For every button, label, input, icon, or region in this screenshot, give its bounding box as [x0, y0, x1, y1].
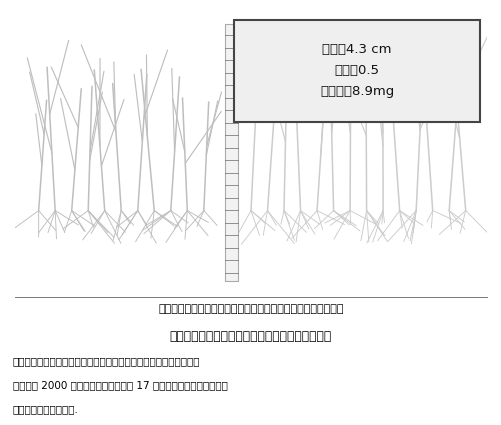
Text: 影．種子は図１に同じ.: 影．種子は図１に同じ. [13, 404, 78, 414]
Text: 図３　高タンパク質種子と普通種子の生育の比較: 図３ 高タンパク質種子と普通種子の生育の比較 [169, 330, 332, 343]
Text: ーダにて 2000 年５月１日播種，５月 17 日湛水，６月７日調査・撮: ーダにて 2000 年５月１日播種，５月 17 日湛水，６月７日調査・撮 [13, 380, 227, 390]
FancyBboxPatch shape [234, 20, 479, 122]
Text: 注）北農試水田（淡色黒ボク土）においてアップカットロータリシ: 注）北農試水田（淡色黒ボク土）においてアップカットロータリシ [13, 356, 200, 366]
Bar [224, 24, 238, 281]
Text: 草丈＋4.3 cm
葉齢＋0.5
乾物重＋8.9mg: 草丈＋4.3 cm 葉齢＋0.5 乾物重＋8.9mg [320, 43, 393, 98]
Text: 普通種子酸素発生剤粉衣　高タンパク質種子酸素発生剤無粉衣: 普通種子酸素発生剤粉衣 高タンパク質種子酸素発生剤無粉衣 [158, 304, 343, 314]
